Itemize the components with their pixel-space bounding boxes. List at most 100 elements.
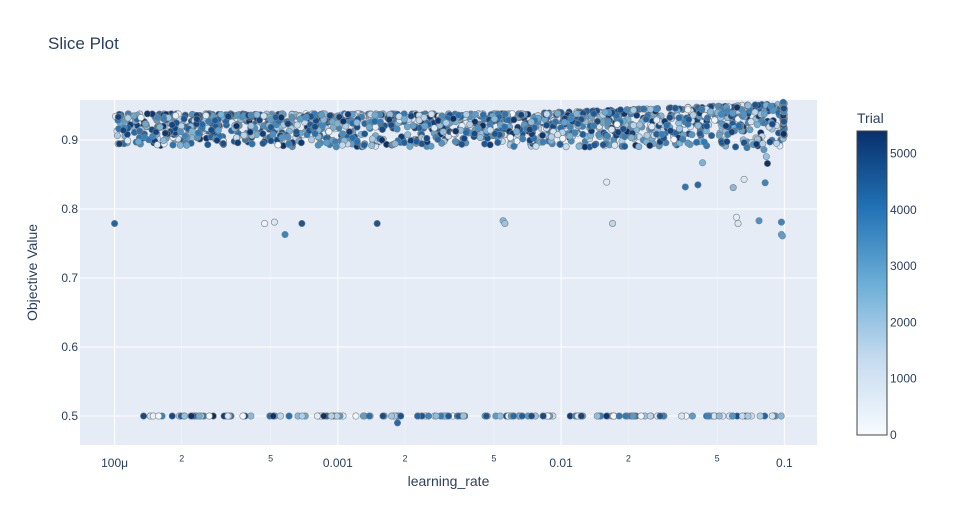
trial-point <box>420 114 428 122</box>
trial-point <box>658 130 666 138</box>
trial-point <box>458 140 466 148</box>
trial-point <box>756 412 764 420</box>
trial-point <box>371 111 379 119</box>
trial-point <box>613 120 621 128</box>
trial-point <box>136 127 144 135</box>
trial-point <box>311 123 319 131</box>
trial-point <box>292 128 300 136</box>
trial-point <box>777 218 785 226</box>
trial-point <box>621 142 629 150</box>
trial-point <box>740 175 748 183</box>
trial-point <box>267 137 275 145</box>
x-minor-tick-label: 5 <box>268 453 273 463</box>
trial-point <box>471 110 479 118</box>
trial-point <box>704 412 712 420</box>
trial-point <box>675 114 683 122</box>
trial-point <box>403 123 411 131</box>
trial-point <box>205 118 213 126</box>
x-tick-label: 100μ <box>101 456 128 470</box>
trial-point <box>561 118 569 126</box>
trial-point <box>134 138 142 146</box>
trial-point <box>518 412 526 420</box>
trial-point <box>510 412 518 420</box>
trial-point <box>752 140 760 148</box>
trial-point <box>145 136 153 144</box>
trial-point <box>317 111 325 119</box>
trial-point <box>675 125 683 133</box>
x-minor-tick-label: 2 <box>626 453 631 463</box>
trial-point <box>339 130 347 138</box>
trial-point <box>732 213 740 221</box>
trial-point <box>722 122 730 130</box>
y-tick-label: 0.7 <box>61 271 78 285</box>
trial-point <box>766 138 774 146</box>
x-minor-tick-label: 2 <box>179 453 184 463</box>
trial-point <box>313 412 321 420</box>
trial-point <box>474 124 482 132</box>
trial-point <box>360 141 368 149</box>
trial-point <box>729 109 737 117</box>
trial-point <box>267 123 275 131</box>
trial-point <box>333 119 341 127</box>
y-tick-label: 0.5 <box>61 409 78 423</box>
trial-point <box>256 116 264 124</box>
trial-point <box>365 412 373 420</box>
trial-point <box>240 131 248 139</box>
trial-point <box>219 140 227 148</box>
trial-point <box>609 220 617 228</box>
trial-point <box>744 412 752 420</box>
trial-point <box>746 126 754 134</box>
trial-point <box>259 130 267 138</box>
trial-point <box>768 412 776 420</box>
trial-point <box>462 110 470 118</box>
trial-point <box>543 121 551 129</box>
trial-point <box>527 118 535 126</box>
trial-point <box>224 412 232 420</box>
trial-point <box>137 114 145 122</box>
trial-point <box>630 121 638 129</box>
points-layer <box>111 98 788 427</box>
trial-point <box>124 114 132 122</box>
trial-point <box>663 121 671 129</box>
trial-point <box>153 141 161 149</box>
trial-point <box>320 412 328 420</box>
trial-point <box>696 130 704 138</box>
trial-point <box>603 412 611 420</box>
trial-point <box>501 110 509 118</box>
trial-point <box>490 115 498 123</box>
trial-point <box>678 412 686 420</box>
trial-point <box>723 138 731 146</box>
trial-point <box>404 131 412 139</box>
trial-point <box>259 139 267 147</box>
colorbar <box>856 130 888 436</box>
trial-point <box>409 122 417 130</box>
trial-point <box>773 139 781 147</box>
trial-point <box>551 118 559 126</box>
trial-point <box>482 412 490 420</box>
trial-point <box>298 220 306 228</box>
trial-point <box>393 419 401 427</box>
trial-point <box>734 220 742 228</box>
trial-point <box>501 220 509 228</box>
trial-point <box>591 141 599 149</box>
trial-point <box>777 412 785 420</box>
trial-point <box>735 122 743 130</box>
trial-point <box>627 134 635 142</box>
trial-point <box>526 126 534 134</box>
trial-point <box>183 141 191 149</box>
trial-point <box>224 112 232 120</box>
trial-point <box>693 138 701 146</box>
trial-point <box>573 110 581 118</box>
trial-point <box>368 135 376 143</box>
trial-point <box>510 142 518 150</box>
trial-point <box>239 412 247 420</box>
trial-point <box>556 140 564 148</box>
trial-point <box>762 153 770 161</box>
x-tick-label: 0.01 <box>549 456 573 470</box>
trial-point <box>434 117 442 125</box>
trial-point <box>539 138 547 146</box>
trial-point <box>599 141 607 149</box>
trial-point <box>371 117 379 125</box>
trial-point <box>430 124 438 132</box>
trial-point <box>761 179 769 187</box>
